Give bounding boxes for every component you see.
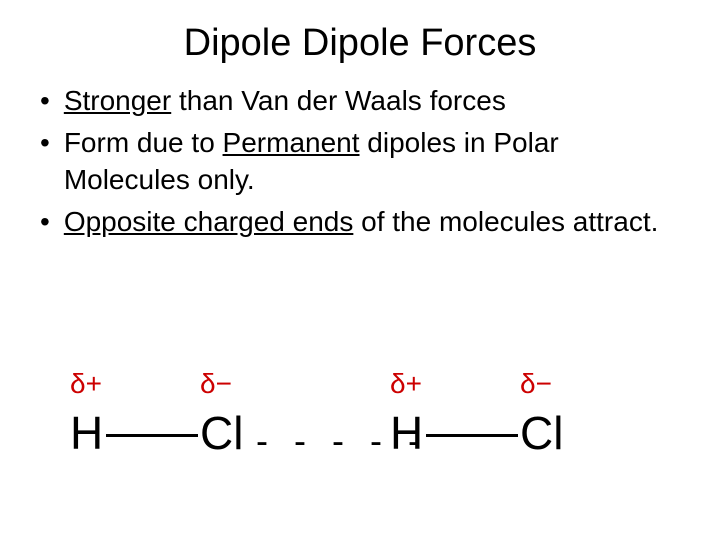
partial-charge: δ+ [390,368,422,400]
text-underline: Opposite charged ends [64,206,354,237]
bullet-text: Opposite charged ends of the molecules a… [64,204,680,240]
dipole-interaction: - - - - - [256,420,428,462]
molecule-diagram: δ+ δ− δ+ δ− H Cl H Cl - - - - - [70,360,630,480]
text-underline: Stronger [64,85,171,116]
bullet-dot: • [40,125,64,198]
partial-charge: δ− [520,368,552,400]
atom-label: Cl [200,406,243,460]
bullet-text: Stronger than Van der Waals forces [64,83,680,119]
bullet-dot: • [40,204,64,240]
text-underline: Permanent [223,127,360,158]
text-plain: than Van der Waals forces [171,85,506,116]
bullet-list: • Stronger than Van der Waals forces • F… [0,83,720,241]
bullet-item: • Form due to Permanent dipoles in Polar… [40,125,680,198]
bullet-dot: • [40,83,64,119]
slide-title: Dipole Dipole Forces [0,0,720,83]
text-plain: of the molecules attract. [353,206,658,237]
text-plain: Form due to [64,127,223,158]
covalent-bond [106,434,198,437]
partial-charge: δ− [200,368,232,400]
bullet-item: • Opposite charged ends of the molecules… [40,204,680,240]
bullet-text: Form due to Permanent dipoles in Polar M… [64,125,680,198]
slide: Dipole Dipole Forces • Stronger than Van… [0,0,720,540]
bullet-item: • Stronger than Van der Waals forces [40,83,680,119]
covalent-bond [426,434,518,437]
atom-label: Cl [520,406,563,460]
atom-label: H [70,406,103,460]
partial-charge: δ+ [70,368,102,400]
